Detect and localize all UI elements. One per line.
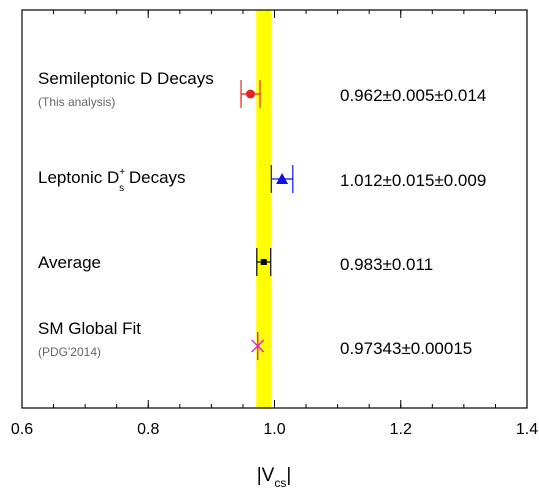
x-tick-label: 0.6 bbox=[11, 421, 33, 438]
average-band bbox=[256, 10, 272, 408]
data-point-3 bbox=[251, 332, 265, 360]
x-tick-label: 1.4 bbox=[516, 421, 538, 438]
x-tick-label: 0.8 bbox=[137, 421, 159, 438]
entry-semileptonic-sublabel: (This analysis) bbox=[38, 95, 115, 109]
x-axis-ticks bbox=[21, 10, 528, 408]
entry-sm-fit-value: 0.97343±0.00015 bbox=[340, 339, 472, 358]
entry-semileptonic-value: 0.962±0.005±0.014 bbox=[340, 86, 486, 105]
data-point-1 bbox=[270, 165, 294, 193]
x-axis-label: |Vcs| bbox=[257, 465, 292, 490]
square-marker bbox=[260, 259, 267, 265]
entry-semileptonic-label: Semileptonic D Decays bbox=[38, 69, 214, 88]
entry-leptonic-value: 1.012±0.015±0.009 bbox=[340, 171, 486, 190]
entry-average-label: Average bbox=[38, 253, 101, 272]
triangle-marker bbox=[276, 173, 289, 184]
entry-sm-fit-sublabel: (PDG'2014) bbox=[38, 345, 101, 359]
cross-marker-b bbox=[251, 339, 265, 353]
x-tick-labels: 0.6 0.8 1.0 1.2 1.4 bbox=[11, 421, 538, 438]
entry-sm-fit-label: SM Global Fit bbox=[38, 319, 141, 338]
circle-marker bbox=[246, 89, 256, 99]
data-point-2 bbox=[256, 248, 272, 276]
x-tick-label: 1.0 bbox=[263, 421, 285, 438]
entry-average-value: 0.983±0.011 bbox=[340, 255, 433, 274]
data-points bbox=[240, 80, 294, 360]
data-point-0 bbox=[240, 80, 261, 108]
x-tick-label: 1.2 bbox=[390, 421, 412, 438]
entry-leptonic-label: Leptonic D+ s Decays bbox=[38, 167, 186, 194]
